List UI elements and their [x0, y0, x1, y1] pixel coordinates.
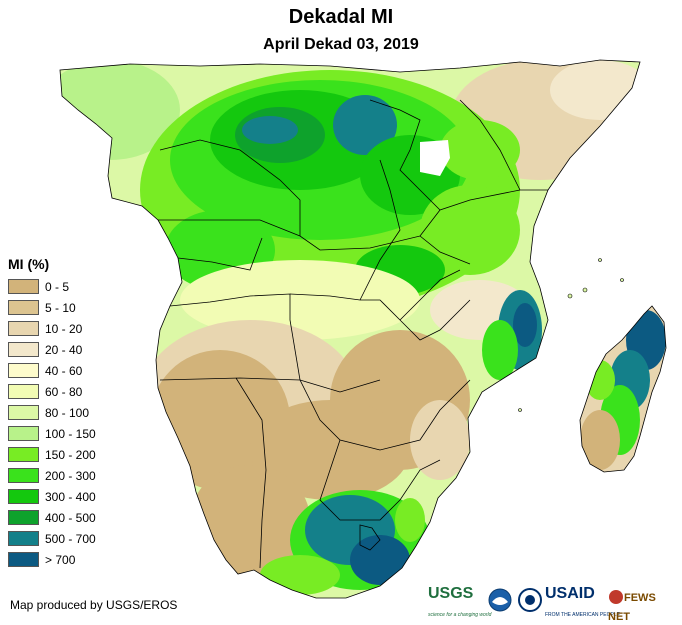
legend-swatch: [8, 447, 39, 462]
noaa-logo-icon: [488, 588, 512, 617]
fewsnet-globe-icon: [609, 590, 623, 604]
legend-swatch: [8, 342, 39, 357]
usgs-logo: USGS science for a changing world: [428, 585, 491, 621]
legend-item: 100 - 150: [8, 423, 128, 444]
legend-label: 200 - 300: [45, 468, 96, 483]
map-credit: Map produced by USGS/EROS: [10, 598, 178, 612]
legend-swatch: [8, 510, 39, 525]
fewsnet-logo: FEWS NET: [608, 587, 678, 625]
legend-item: 40 - 60: [8, 360, 128, 381]
legend-swatch: [8, 552, 39, 567]
legend-swatch: [8, 426, 39, 441]
legend-swatch: [8, 405, 39, 420]
legend-swatch: [8, 468, 39, 483]
legend-item: 300 - 400: [8, 486, 128, 507]
legend-items: 0 - 5 5 - 10 10 - 20 20 - 40 40 - 60 60 …: [8, 276, 128, 570]
legend-item: > 700: [8, 549, 128, 570]
legend-swatch: [8, 363, 39, 378]
usgs-logo-text: USGS: [428, 585, 474, 602]
legend-item: 0 - 5: [8, 276, 128, 297]
usaid-logo-text: USAID: [545, 585, 595, 602]
legend-item: 150 - 200: [8, 444, 128, 465]
legend-label: 80 - 100: [45, 405, 90, 420]
legend-swatch: [8, 279, 39, 294]
legend-label: 5 - 10: [45, 300, 76, 315]
legend-swatch: [8, 300, 39, 315]
legend-item: 5 - 10: [8, 297, 128, 318]
agency-logos: USGS science for a changing world USAID …: [428, 585, 678, 623]
usaid-logo: USAID FROM THE AMERICAN PEOPLE: [545, 585, 620, 621]
legend-item: 400 - 500: [8, 507, 128, 528]
usgs-tagline: science for a changing world: [428, 612, 492, 618]
legend-swatch: [8, 321, 39, 336]
legend-label: 10 - 20: [45, 321, 83, 336]
legend-label: 40 - 60: [45, 363, 83, 378]
map-title: Dekadal MI: [288, 6, 394, 28]
legend-label: 100 - 150: [45, 426, 96, 441]
legend-item: 60 - 80: [8, 381, 128, 402]
legend-item: 200 - 300: [8, 465, 128, 486]
legend-label: 20 - 40: [45, 342, 83, 357]
legend-swatch: [8, 384, 39, 399]
legend-title: MI (%): [8, 256, 50, 272]
usaid-tagline: FROM THE AMERICAN PEOPLE: [545, 612, 620, 618]
legend-swatch: [8, 489, 39, 504]
legend-item: 20 - 40: [8, 339, 128, 360]
legend-label: 60 - 80: [45, 384, 83, 399]
legend-label: > 700: [45, 552, 76, 567]
legend-label: 300 - 400: [45, 489, 96, 504]
legend-item: 10 - 20: [8, 318, 128, 339]
usaid-seal-icon: [518, 588, 542, 617]
map-subtitle: April Dekad 03, 2019: [263, 36, 419, 53]
fewsnet-logo-text: FEWS NET: [608, 592, 656, 623]
legend-item: 500 - 700: [8, 528, 128, 549]
legend-label: 150 - 200: [45, 447, 96, 462]
legend-swatch: [8, 531, 39, 546]
legend-item: 80 - 100: [8, 402, 128, 423]
legend-label: 0 - 5: [45, 279, 70, 294]
legend-label: 400 - 500: [45, 510, 96, 525]
legend: MI (%) 0 - 5 5 - 10 10 - 20 20 - 40 40 -…: [8, 256, 128, 570]
legend-label: 500 - 700: [45, 531, 96, 546]
